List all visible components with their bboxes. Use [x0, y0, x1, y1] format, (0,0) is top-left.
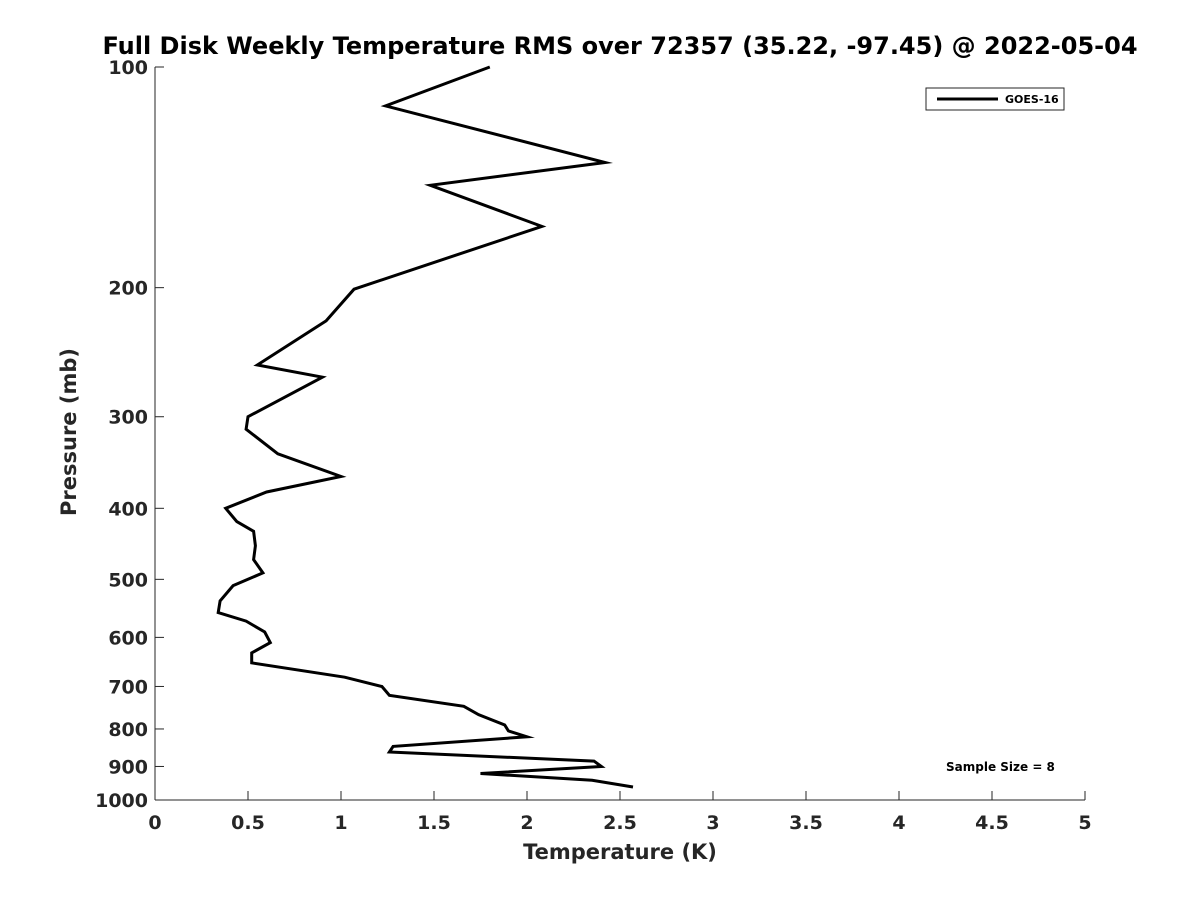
y-tick-label: 900 — [108, 756, 148, 778]
y-tick-label: 700 — [108, 676, 148, 698]
x-tick-label: 3.5 — [789, 812, 823, 834]
x-tick-label: 0.5 — [231, 812, 265, 834]
y-tick-label: 200 — [108, 278, 148, 300]
series-layer — [216, 65, 634, 789]
x-tick-label: 1.5 — [417, 812, 451, 834]
y-tick-label: 600 — [108, 627, 148, 649]
x-tick-label: 5 — [1078, 812, 1091, 834]
series-line-goes16 — [216, 65, 634, 789]
legend: GOES-16 — [925, 87, 1065, 111]
sample-size-annotation: Sample Size = 8 — [946, 760, 1055, 774]
y-axis-label: Pressure (mb) — [57, 348, 81, 516]
x-tick-label: 3 — [706, 812, 719, 834]
y-tick-label: 400 — [108, 498, 148, 520]
x-tick-label: 1 — [334, 812, 347, 834]
chart-title: Full Disk Weekly Temperature RMS over 72… — [102, 32, 1137, 60]
x-tick-label: 0 — [148, 812, 161, 834]
y-tick-label: 800 — [108, 719, 148, 741]
x-tick-label: 4.5 — [975, 812, 1009, 834]
x-tick-label: 2 — [520, 812, 533, 834]
y-tick-label: 500 — [108, 569, 148, 591]
y-tick-label: 300 — [108, 407, 148, 429]
axes-group: 0 0.5 1 1.5 2 2.5 3 3.5 4 4.5 5 100 200 300 400 500 600 7… — [95, 57, 1092, 834]
x-tick-label: 2.5 — [603, 812, 637, 834]
x-tick-label: 4 — [892, 812, 905, 834]
y-tick-label: 1000 — [95, 790, 148, 812]
x-axis-label: Temperature (K) — [523, 840, 717, 864]
y-tick-label: 100 — [108, 57, 148, 79]
legend-label-goes16: GOES-16 — [1005, 93, 1059, 106]
